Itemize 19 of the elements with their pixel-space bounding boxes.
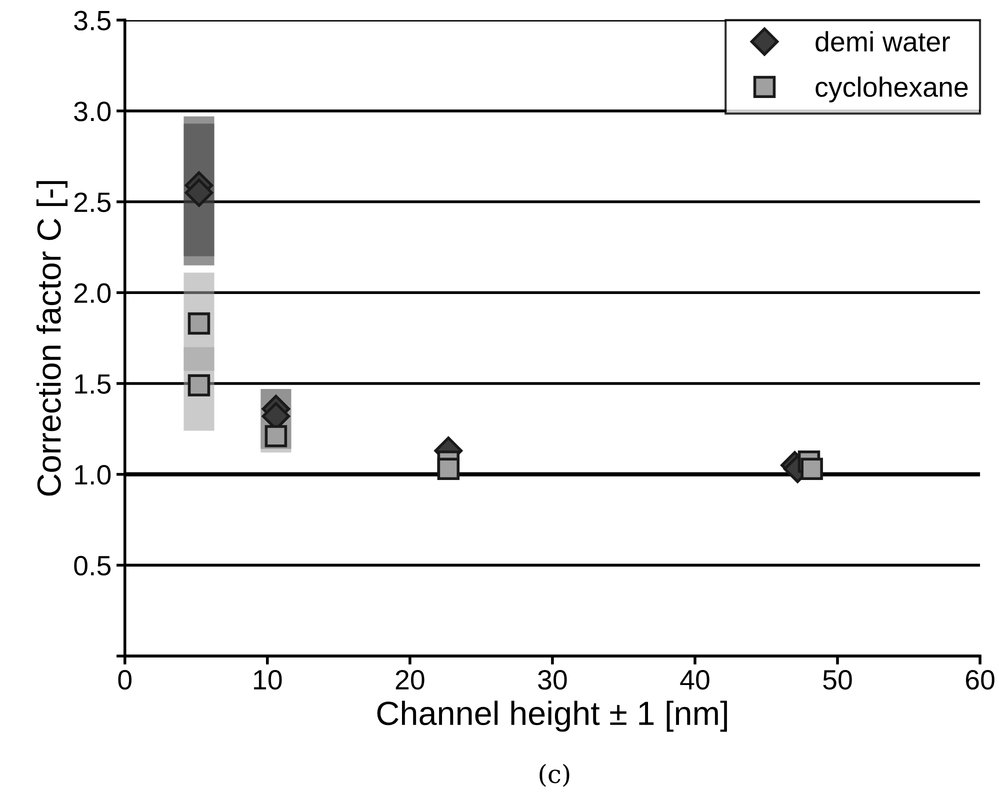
text: (c) xyxy=(540,764,570,787)
legend-label: demi water xyxy=(816,31,950,52)
x-tick-label: 10 xyxy=(254,670,282,690)
x-tick-label: 20 xyxy=(396,670,424,690)
x-tick-label: 30 xyxy=(538,670,567,690)
y-tick-label: 1.5 xyxy=(75,374,111,394)
y-axis-title: Correction factor C [-] xyxy=(36,181,68,496)
y-tick-label: 3.0 xyxy=(74,102,111,122)
y-tick-label: 2.0 xyxy=(74,283,111,303)
y-tick-label: 0.5 xyxy=(74,556,111,576)
legend-label: cyclohexane xyxy=(816,76,968,102)
y-tick-label: 1.0 xyxy=(75,465,111,485)
x-tick-label: 50 xyxy=(823,670,852,690)
x-axis-title: Channel height ± 1 [nm] xyxy=(377,700,727,732)
y-tick-label: 2.5 xyxy=(74,192,111,212)
x-tick-label: 40 xyxy=(680,670,710,690)
y-tick-label: 3.5 xyxy=(74,10,111,30)
x-tick-label: 0 xyxy=(118,670,132,690)
x-tick-label: 60 xyxy=(966,670,994,690)
